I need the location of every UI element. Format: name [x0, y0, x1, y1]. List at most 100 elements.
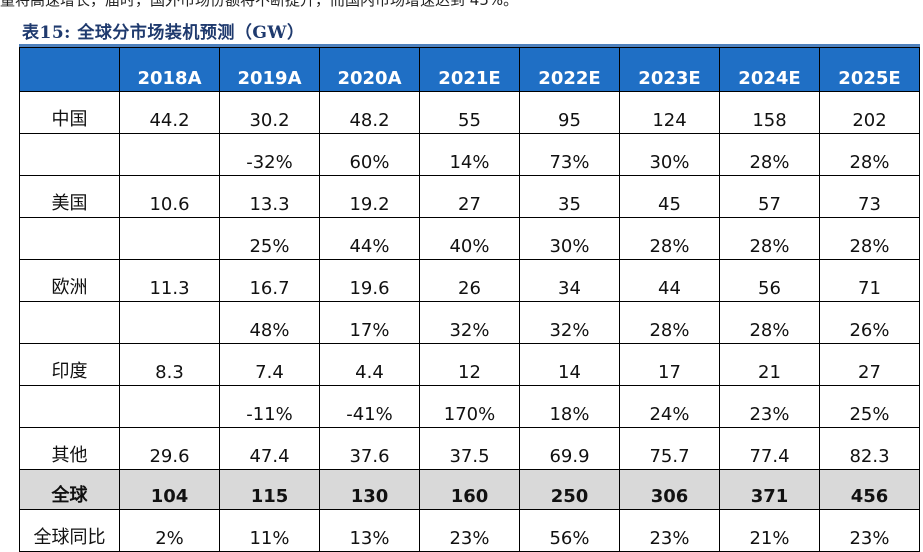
- table-cell: -11%: [219, 385, 320, 428]
- table-cell: 28%: [819, 217, 920, 260]
- table-row: 欧洲 11.3 16.7 19.6 26 34 44 56 71: [19, 259, 920, 302]
- table-row: 印度 8.3 7.4 4.4 12 14 17 21 27: [19, 343, 920, 386]
- row-label-cell: 印度: [19, 343, 120, 386]
- table-cell: 13.3: [219, 175, 320, 218]
- table-cell: 28%: [819, 133, 920, 176]
- table-row: 中国 44.2 30.2 48.2 55 95 124 158 202: [19, 91, 920, 134]
- table-cell: 30%: [519, 217, 620, 260]
- table-cell: 130: [319, 469, 420, 510]
- row-label-cell: 其他: [19, 427, 120, 470]
- header-cell-2025e: 2025E: [819, 47, 920, 92]
- header-cell-2024e: 2024E: [719, 47, 820, 92]
- table-cell: 2%: [119, 509, 220, 552]
- table-cell: 30%: [619, 133, 720, 176]
- table-cell: 55: [419, 91, 520, 134]
- table-cell: 45: [619, 175, 720, 218]
- table-cell: 21%: [719, 509, 820, 552]
- row-label-cell: 全球: [19, 469, 120, 510]
- table-cell: 23%: [819, 509, 920, 552]
- table-cell: 29.6: [119, 427, 220, 470]
- table-cell: [119, 385, 220, 428]
- header-cell-2022e: 2022E: [519, 47, 620, 92]
- table-cell: 27: [419, 175, 520, 218]
- table-cell: 19.6: [319, 259, 420, 302]
- table-cell: 34: [519, 259, 620, 302]
- header-cell-2018a: 2018A: [119, 47, 220, 92]
- table-cell: 10.6: [119, 175, 220, 218]
- table-cell: 160: [419, 469, 520, 510]
- row-label-cell: 欧洲: [19, 259, 120, 302]
- table-cell: 17%: [319, 301, 420, 344]
- table-cell: 456: [819, 469, 920, 510]
- row-label-cell: [19, 385, 120, 428]
- table-cell: 44.2: [119, 91, 220, 134]
- table-cell: 170%: [419, 385, 520, 428]
- table-cell: 158: [719, 91, 820, 134]
- table-row: -32% 60% 14% 73% 30% 28% 28%: [19, 133, 920, 176]
- table-cell: 69.9: [519, 427, 620, 470]
- table-cell: 71: [819, 259, 920, 302]
- table-cell: 28%: [619, 301, 720, 344]
- table-cell: 11%: [219, 509, 320, 552]
- table-cell: 11.3: [119, 259, 220, 302]
- header-cell-2021e: 2021E: [419, 47, 520, 92]
- table-cell: 26: [419, 259, 520, 302]
- table-cell: 12: [419, 343, 520, 386]
- table-cell: 48.2: [319, 91, 420, 134]
- table-cell: 23%: [619, 509, 720, 552]
- table-cell: 371: [719, 469, 820, 510]
- table-cell: 24%: [619, 385, 720, 428]
- table-cell: 115: [219, 469, 320, 510]
- row-label-cell: 美国: [19, 175, 120, 218]
- table-cell: 35: [519, 175, 620, 218]
- truncated-body-text: 量将高速增长，届时，国外市场份额将不断提升，而国内市场增速达到 45%。: [0, 0, 519, 9]
- table-cell: 57: [719, 175, 820, 218]
- table-cell: 40%: [419, 217, 520, 260]
- table-cell: [119, 133, 220, 176]
- table-cell: 37.5: [419, 427, 520, 470]
- table-row-total: 全球 104 115 130 160 250 306 371 456: [19, 469, 920, 510]
- table-cell: 306: [619, 469, 720, 510]
- table-cell: 27: [819, 343, 920, 386]
- table-row: 其他 29.6 47.4 37.6 37.5 69.9 75.7 77.4 82.3: [19, 427, 920, 470]
- table-cell: 28%: [619, 217, 720, 260]
- table-cell: 82.3: [819, 427, 920, 470]
- table-cell: 95: [519, 91, 620, 134]
- table-cell: 13%: [319, 509, 420, 552]
- table-cell: 73%: [519, 133, 620, 176]
- caption-divider: [19, 44, 920, 47]
- header-cell-2023e: 2023E: [619, 47, 720, 92]
- table-cell: 124: [619, 91, 720, 134]
- table-cell: 14%: [419, 133, 520, 176]
- row-label-cell: [19, 301, 120, 344]
- table-cell: [119, 217, 220, 260]
- table-row: 25% 44% 40% 30% 28% 28% 28%: [19, 217, 920, 260]
- table-cell: 48%: [219, 301, 320, 344]
- table-cell: 56: [719, 259, 820, 302]
- table-cell: 16.7: [219, 259, 320, 302]
- table-cell: [119, 301, 220, 344]
- row-label-cell: [19, 133, 120, 176]
- table-cell: 73: [819, 175, 920, 218]
- table-cell: 37.6: [319, 427, 420, 470]
- table-cell: 8.3: [119, 343, 220, 386]
- table-row: 美国 10.6 13.3 19.2 27 35 45 57 73: [19, 175, 920, 218]
- table-cell: 56%: [519, 509, 620, 552]
- table-cell: 14: [519, 343, 620, 386]
- table-row: -11% -41% 170% 18% 24% 23% 25%: [19, 385, 920, 428]
- table-cell: 23%: [419, 509, 520, 552]
- table-cell: 25%: [219, 217, 320, 260]
- table-cell: 44: [619, 259, 720, 302]
- table-cell: 32%: [419, 301, 520, 344]
- table-cell: 18%: [519, 385, 620, 428]
- table-cell: 19.2: [319, 175, 420, 218]
- table-cell: 7.4: [219, 343, 320, 386]
- table-cell: 26%: [819, 301, 920, 344]
- table-cell: 104: [119, 469, 220, 510]
- table-cell: 28%: [719, 301, 820, 344]
- header-cell-2020a: 2020A: [319, 47, 420, 92]
- table-cell: 21: [719, 343, 820, 386]
- table-cell: 250: [519, 469, 620, 510]
- table-cell: 47.4: [219, 427, 320, 470]
- table-cell: 44%: [319, 217, 420, 260]
